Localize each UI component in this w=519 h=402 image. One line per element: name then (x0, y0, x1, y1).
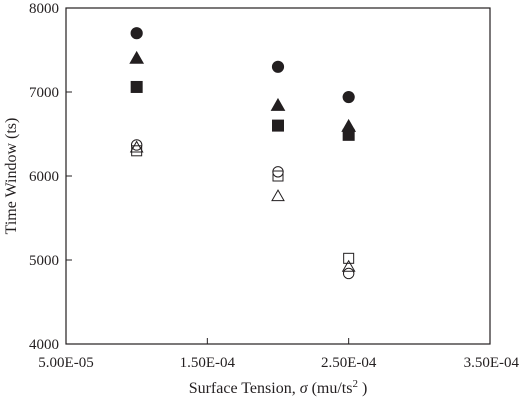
open-triangle-point (341, 259, 356, 272)
x-axis-title-unit: (mu/ts (308, 380, 353, 397)
open-square-point (131, 145, 143, 157)
open-circle-point (342, 267, 355, 280)
filled-square-point (130, 80, 143, 93)
y-tick-label: 6000 (29, 169, 59, 185)
filled-triangle-point (270, 97, 286, 111)
y-tick-label: 7000 (29, 85, 59, 101)
filled-circle-point (130, 27, 143, 40)
open-circle-point (130, 139, 143, 151)
y-tick-label: 8000 (29, 1, 59, 17)
data-points (129, 27, 357, 280)
y-tick-label: 5000 (29, 253, 59, 269)
filled-square-point (272, 119, 284, 132)
open-triangle-point (271, 189, 285, 202)
x-axis-title: Surface Tension, σ (mu/ts2 ) (189, 378, 368, 397)
open-square-point (343, 252, 355, 264)
y-tick-label: 4000 (29, 337, 59, 353)
open-triangle-point (129, 140, 144, 153)
filled-triangle-point (129, 50, 145, 64)
x-tick-label: 1.50E-04 (180, 355, 236, 371)
filled-circle-point (342, 90, 355, 104)
x-axis-title-close: ) (358, 380, 367, 397)
open-circle-point (272, 166, 284, 178)
open-square-point (272, 170, 284, 182)
y-axis-title: Time Window (ts) (3, 118, 20, 235)
x-tick-label: 3.50E-04 (464, 355, 519, 371)
x-tick-label: 2.50E-04 (321, 355, 377, 371)
x-axis-title-prefix: Surface Tension, (189, 380, 300, 397)
x-tick-label: 5.00E-05 (38, 355, 93, 371)
plot-area-frame (65, 7, 491, 345)
x-axis-title-superscript: 2 (352, 378, 358, 390)
y-axis: 4000 5000 6000 7000 8000 (29, 1, 72, 353)
filled-square-point (342, 128, 355, 141)
x-axis-title-symbol: σ (300, 380, 309, 397)
x-axis: 5.00E-05 1.50E-04 2.50E-04 3.50E-04 (38, 338, 519, 371)
filled-circle-point (271, 60, 285, 73)
